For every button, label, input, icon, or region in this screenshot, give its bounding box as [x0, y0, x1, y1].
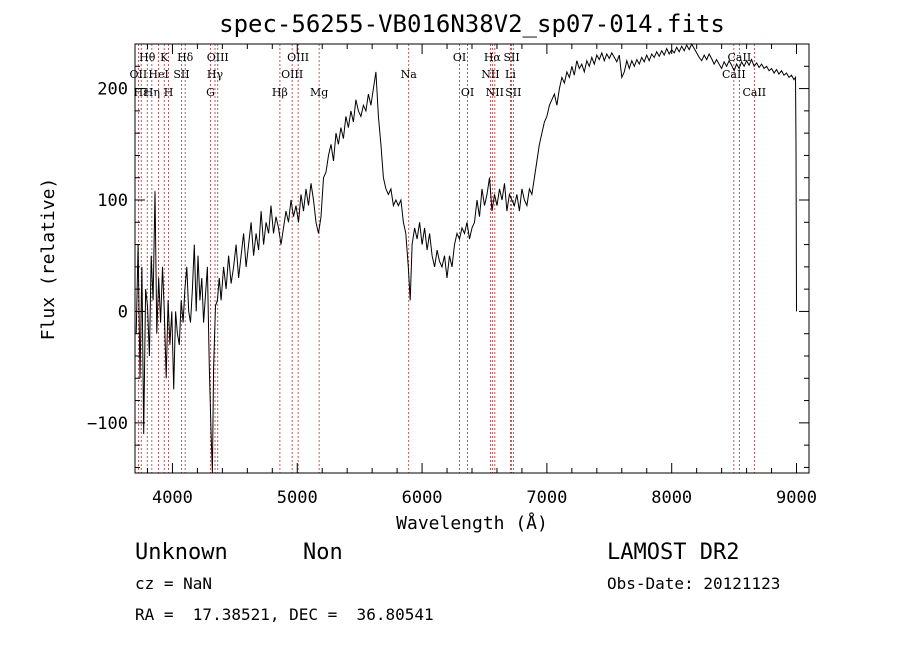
line-marker-label: Li — [505, 68, 516, 81]
y-axis-label: Flux (relative) — [38, 178, 59, 341]
line-marker-label: Na — [401, 68, 418, 81]
object-class: Unknown — [135, 540, 228, 565]
y-tick-label: 0 — [118, 302, 128, 322]
line-marker-label: SII — [503, 51, 519, 64]
line-marker-label: OIII — [287, 51, 309, 64]
line-marker-label: HeI — [148, 68, 168, 81]
line-marker-label: OIII — [281, 68, 303, 81]
spectrum-line — [135, 42, 797, 474]
line-marker-label: OII — [130, 68, 148, 81]
y-tick-label: −100 — [87, 414, 128, 434]
line-marker-label: SII — [173, 68, 189, 81]
plot-frame — [134, 43, 810, 474]
line-marker-label: CaII — [728, 51, 752, 64]
line-marker-label: Hη — [144, 86, 160, 99]
line-marker-label: Hδ — [177, 51, 194, 64]
y-axis-ticks: −100 0 100 200 — [87, 43, 809, 468]
line-marker-label: OI — [461, 86, 474, 99]
x-tick-label: 5000 — [277, 488, 318, 508]
coordinates: RA = 17.38521, DEC = 36.80541 — [135, 605, 434, 624]
line-marker-label: NII — [481, 68, 499, 81]
line-marker-label: Hθ — [139, 51, 156, 64]
survey-name: LAMOST DR2 — [607, 540, 739, 565]
line-marker-label: G — [206, 86, 215, 99]
emission-line-labels: Hθ OII Hε K HeI Hη Hδ SII H OIII Hγ G Hβ OIII OIII Mg Na… — [130, 51, 767, 99]
line-marker-label: CaII — [722, 68, 746, 81]
emission-line-markers — [137, 44, 755, 473]
y-tick-label: 100 — [97, 191, 128, 211]
line-marker-label: Hε — [134, 86, 150, 99]
chart-title: spec-56255-VB016N38V2_sp07-014.fits — [219, 10, 725, 38]
line-marker-label: CaII — [742, 86, 766, 99]
line-marker-label: Hα — [484, 51, 502, 64]
x-tick-label: 8000 — [651, 488, 692, 508]
line-marker-label: NII — [486, 86, 504, 99]
y-tick-label: 200 — [97, 80, 128, 100]
x-axis-label: Wavelength (Å) — [396, 512, 548, 534]
x-tick-label: 6000 — [402, 488, 443, 508]
obs-date: Obs-Date: 20121123 — [607, 574, 780, 593]
object-subclass: Non — [303, 540, 343, 565]
x-tick-label: 7000 — [526, 488, 567, 508]
line-marker-label: K — [160, 51, 169, 64]
line-marker-label: OI — [453, 51, 466, 64]
line-marker-label: OIII — [207, 51, 229, 64]
line-marker-label: SII — [505, 86, 521, 99]
redshift-value: cz = NaN — [135, 574, 212, 593]
x-tick-label: 4000 — [152, 488, 193, 508]
line-marker-label: H — [164, 86, 174, 99]
line-marker-label: Mg — [310, 86, 328, 99]
line-marker-label: Hγ — [207, 68, 224, 81]
x-tick-label: 9000 — [776, 488, 817, 508]
x-axis-ticks: 4000 5000 6000 7000 8000 9000 — [146, 44, 817, 508]
line-marker-label: Hβ — [272, 86, 288, 99]
